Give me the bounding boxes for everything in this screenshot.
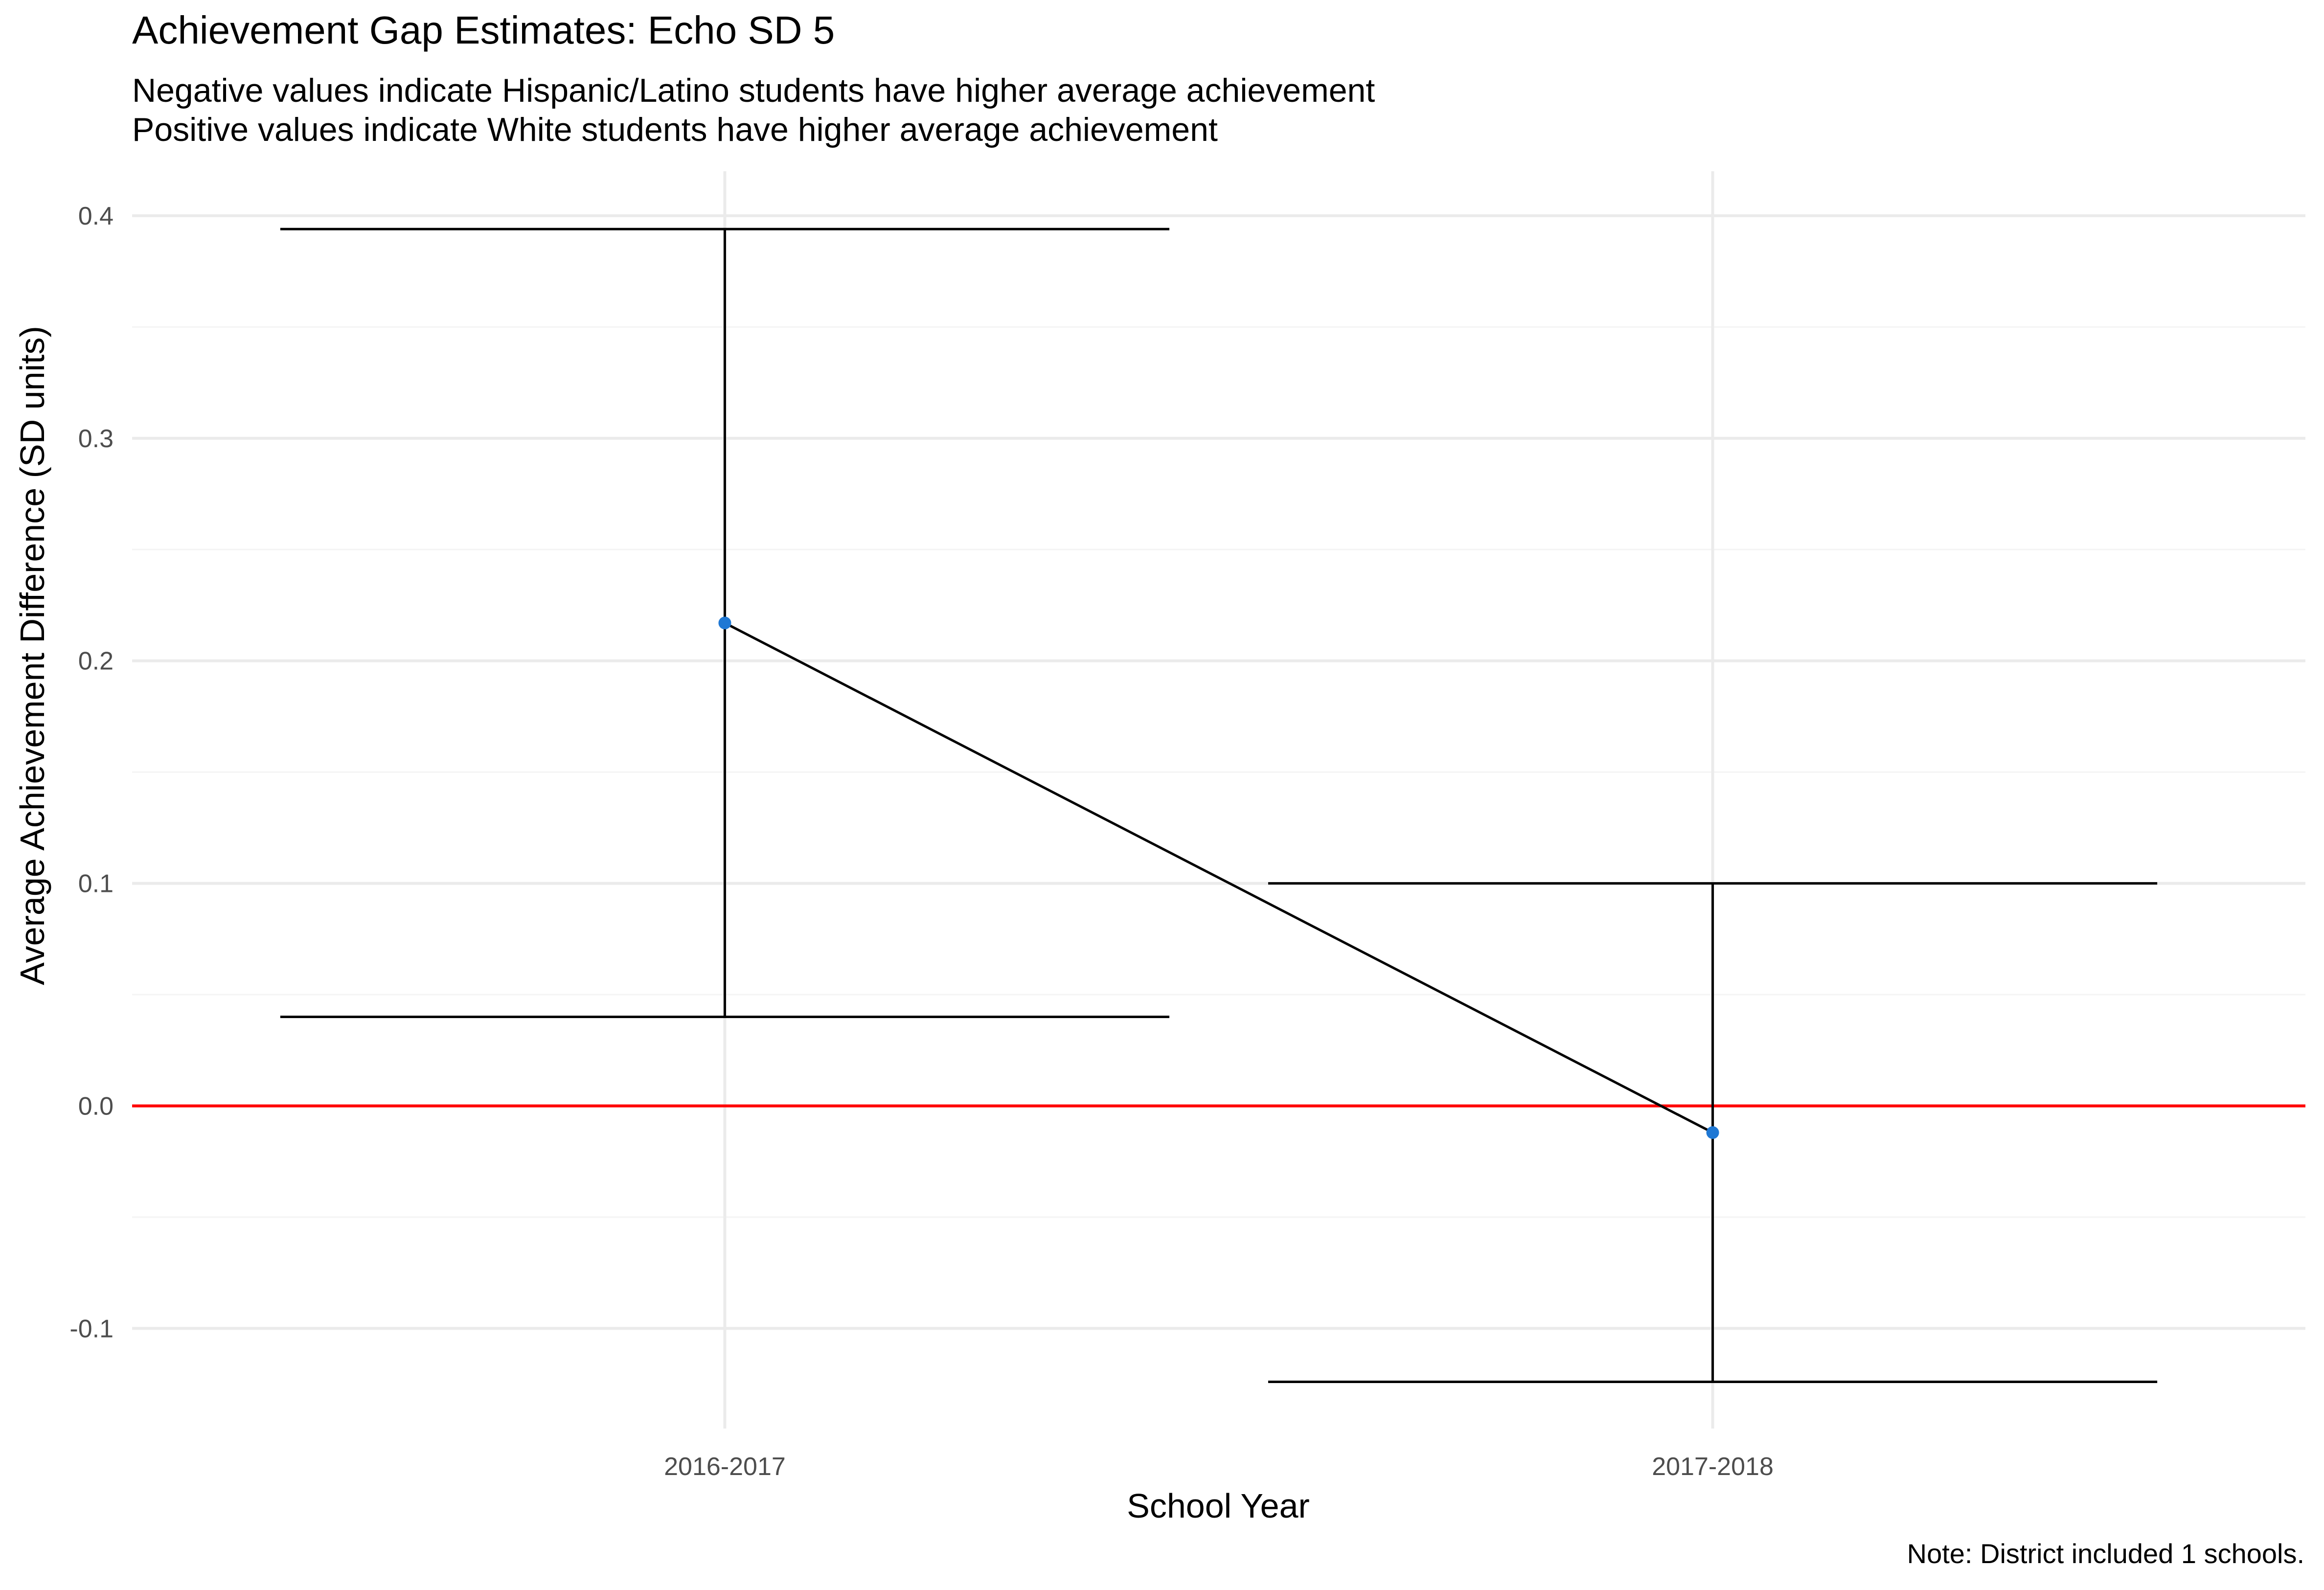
y-tick-label: 0.3: [78, 425, 114, 453]
chart-title: Achievement Gap Estimates: Echo SD 5: [132, 8, 835, 52]
y-tick-label: -0.1: [69, 1315, 114, 1343]
chart-caption: Note: District included 1 schools.: [1907, 1538, 2304, 1569]
chart-subtitle-line-2: Positive values indicate White students …: [132, 111, 1218, 148]
y-tick-label: 0.1: [78, 870, 114, 898]
y-tick-label: 0.2: [78, 647, 114, 676]
grid-lines: [132, 171, 2305, 1429]
x-axis-title: School Year: [1127, 1487, 1310, 1525]
y-axis-title: Average Achievement Difference (SD units…: [13, 326, 51, 985]
tick-labels: -0.1 0.0 0.1 0.2 0.3 0.4 2016-2017 2017-2018: [69, 202, 1773, 1481]
y-tick-label: 0.4: [78, 202, 114, 230]
data-point: [1706, 1126, 1719, 1139]
data-marks: [280, 227, 2158, 1383]
data-point: [718, 616, 731, 630]
x-tick-label: 2016-2017: [664, 1453, 786, 1481]
y-tick-label: 0.0: [78, 1092, 114, 1120]
chart-subtitle-line-1: Negative values indicate Hispanic/Latino…: [132, 72, 1375, 109]
series-line: [724, 622, 1713, 1134]
x-tick-label: 2017-2018: [1652, 1453, 1774, 1481]
